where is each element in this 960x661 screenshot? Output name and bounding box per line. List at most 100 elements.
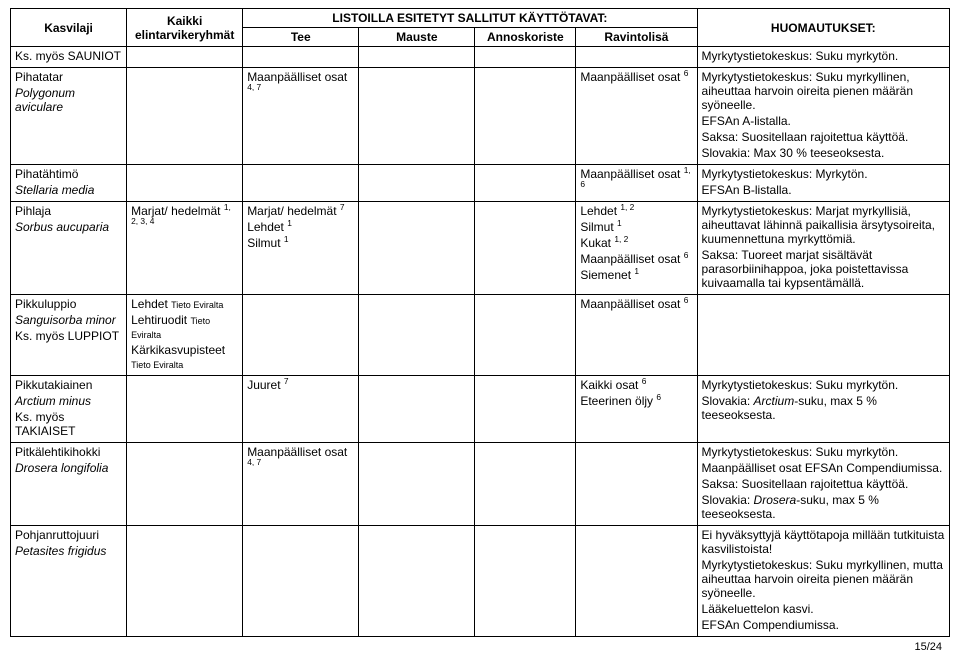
text: Eteerinen öljy 6	[580, 394, 692, 408]
cell-kasvilaji: Pihatähtimö Stellaria media	[11, 165, 127, 202]
cell-empty	[359, 526, 475, 637]
cell-empty	[243, 47, 359, 68]
text: Ei hyväksyttyjä käyttötapoja millään tut…	[702, 528, 945, 556]
text: Myrkytystietokeskus: Suku myrkyllinen, a…	[702, 70, 945, 112]
th-ravinto: Ravintolisä	[576, 28, 697, 47]
text: Lehdet 1, 2	[580, 204, 692, 218]
text: Lehdet 1	[247, 220, 354, 234]
cell-huom: Myrkytystietokeskus: Suku myrkyllinen, a…	[697, 68, 949, 165]
cell-empty	[127, 376, 243, 443]
cell-empty	[127, 443, 243, 526]
latin-name: Stellaria media	[15, 183, 122, 197]
header-row-1: Kasvilaji Kaikki elintarvikeryhmät LISTO…	[11, 9, 950, 28]
text: Pihatähtimö	[15, 167, 122, 181]
cell-empty	[243, 295, 359, 376]
text: Marjat/ hedelmät 1, 2, 3, 4	[131, 204, 238, 232]
cell-empty	[576, 526, 697, 637]
table-row: Pihlaja Sorbus aucuparia Marjat/ hedelmä…	[11, 202, 950, 295]
cell-huom: Ei hyväksyttyjä käyttötapoja millään tut…	[697, 526, 949, 637]
table-row: Pikkuluppio Sanguisorba minor Ks. myös L…	[11, 295, 950, 376]
cell-empty	[475, 376, 576, 443]
cell-ravinto: Lehdet 1, 2 Silmut 1 Kukat 1, 2 Maanpääl…	[576, 202, 697, 295]
text: Slovakia: Arctium-suku, max 5 % teeseoks…	[702, 394, 945, 422]
latin-name: Petasites frigidus	[15, 544, 122, 558]
cell-kasvilaji: Pitkälehtikihokki Drosera longifolia	[11, 443, 127, 526]
text: Kukat 1, 2	[580, 236, 692, 250]
cell-empty	[127, 165, 243, 202]
cell-huom: Myrkytystietokeskus: Myrkytön. EFSAn B-l…	[697, 165, 949, 202]
text: EFSAn A-listalla.	[702, 114, 945, 128]
th-kasvilaji: Kasvilaji	[11, 9, 127, 47]
cell-tee: Juuret 7	[243, 376, 359, 443]
cell-empty	[475, 68, 576, 165]
table-row: Pikkutakiainen Arctium minus Ks. myös TA…	[11, 376, 950, 443]
text: Marjat/ hedelmät 7	[247, 204, 354, 218]
text: Kaikki osat 6	[580, 378, 692, 392]
th-mauste: Mauste	[359, 28, 475, 47]
text: Kärkikasvupisteet Tieto Eviralta	[131, 343, 238, 371]
text: Myrkytystietokeskus: Marjat myrkyllisiä,…	[702, 204, 945, 246]
latin-name: Sorbus aucuparia	[15, 220, 122, 234]
cell-tee: Marjat/ hedelmät 7 Lehdet 1 Silmut 1	[243, 202, 359, 295]
text: Lehtiruodit Tieto Eviralta	[131, 313, 238, 341]
cell-empty	[359, 165, 475, 202]
page-content: Kasvilaji Kaikki elintarvikeryhmät LISTO…	[10, 8, 950, 661]
cell-empty	[475, 526, 576, 637]
text: Saksa: Suositellaan rajoitettua käyttöä.	[702, 130, 945, 144]
cell-huom: Myrkytystietokeskus: Suku myrkytön. Slov…	[697, 376, 949, 443]
th-huom: HUOMAUTUKSET:	[697, 9, 949, 47]
text: Maanpäälliset osat 4, 7	[247, 445, 354, 473]
latin-name: Drosera longifolia	[15, 461, 122, 475]
text: Lääkeluettelon kasvi.	[702, 602, 945, 616]
cell-tee: Maanpäälliset osat 4, 7	[243, 68, 359, 165]
text: EFSAn Compendiumissa.	[702, 618, 945, 632]
cell-huom: Myrkytystietokeskus: Suku myrkytön. Maan…	[697, 443, 949, 526]
cell-kasvilaji: Pikkutakiainen Arctium minus Ks. myös TA…	[11, 376, 127, 443]
cell-empty	[576, 443, 697, 526]
cell-empty	[243, 526, 359, 637]
th-annos: Annoskoriste	[475, 28, 576, 47]
text: Ks. myös SAUNIOT	[15, 49, 122, 63]
cell-kasvilaji: Pohjanruttojuuri Petasites frigidus	[11, 526, 127, 637]
table-row: Pihatähtimö Stellaria media Maanpäällise…	[11, 165, 950, 202]
text: Silmut 1	[247, 236, 354, 250]
cell-empty	[475, 443, 576, 526]
cell-kasvilaji: Ks. myös SAUNIOT	[11, 47, 127, 68]
cell-empty	[127, 526, 243, 637]
text: Pihlaja	[15, 204, 122, 218]
text: Silmut 1	[580, 220, 692, 234]
plant-table: Kasvilaji Kaikki elintarvikeryhmät LISTO…	[10, 8, 950, 637]
text: Pohjanruttojuuri	[15, 528, 122, 542]
table-row: Pihatatar Polygonum aviculare Maanpäälli…	[11, 68, 950, 165]
text: Myrkytystietokeskus: Suku myrkyllinen, m…	[702, 558, 945, 600]
text: Pihatatar	[15, 70, 122, 84]
cell-empty	[359, 376, 475, 443]
cell-elintar: Lehdet Tieto Eviralta Lehtiruodit Tieto …	[127, 295, 243, 376]
table-row: Ks. myös SAUNIOT Myrkytystietokeskus: Su…	[11, 47, 950, 68]
latin-name: Sanguisorba minor	[15, 313, 122, 327]
text: Myrkytystietokeskus: Suku myrkytön.	[702, 49, 945, 63]
cell-empty	[475, 165, 576, 202]
page-number: 15/24	[10, 637, 950, 661]
text: Pikkutakiainen	[15, 378, 122, 392]
text: Myrkytystietokeskus: Suku myrkytön.	[702, 378, 945, 392]
cell-empty	[127, 47, 243, 68]
text: Siemenet 1	[580, 268, 692, 282]
text: Myrkytystietokeskus: Myrkytön.	[702, 167, 945, 181]
cell-huom: Myrkytystietokeskus: Marjat myrkyllisiä,…	[697, 202, 949, 295]
cell-empty	[697, 295, 949, 376]
cell-empty	[359, 295, 475, 376]
text: Juuret 7	[247, 378, 354, 392]
table-row: Pohjanruttojuuri Petasites frigidus Ei h…	[11, 526, 950, 637]
cell-elintar: Marjat/ hedelmät 1, 2, 3, 4	[127, 202, 243, 295]
cell-empty	[576, 47, 697, 68]
cell-empty	[475, 295, 576, 376]
cell-empty	[359, 443, 475, 526]
latin-name: Arctium minus	[15, 394, 122, 408]
th-kaikki: Kaikki elintarvikeryhmät	[127, 9, 243, 47]
cell-kasvilaji: Pikkuluppio Sanguisorba minor Ks. myös L…	[11, 295, 127, 376]
text: Maanpäälliset osat EFSAn Compendiumissa.	[702, 461, 945, 475]
cell-empty	[475, 47, 576, 68]
text: Lehdet Tieto Eviralta	[131, 297, 238, 311]
cell-ravinto: Maanpäälliset osat 6	[576, 68, 697, 165]
